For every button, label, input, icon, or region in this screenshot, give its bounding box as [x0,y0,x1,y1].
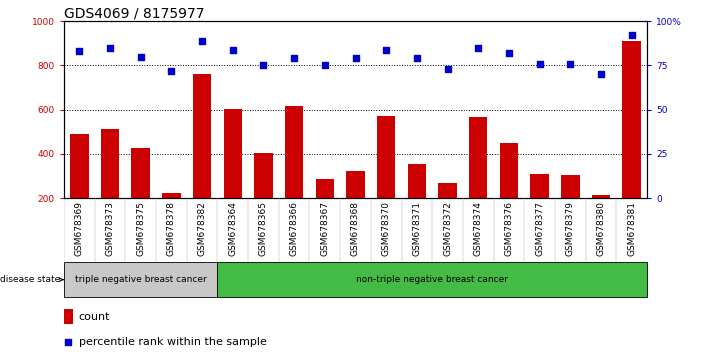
Bar [64,309,73,324]
Text: GSM678381: GSM678381 [627,201,636,256]
Bar [64,262,218,297]
Text: count: count [78,312,110,322]
Point [319,63,331,68]
Bar [70,134,89,198]
Text: GSM678376: GSM678376 [504,201,513,256]
Point [227,47,238,52]
Bar [530,174,549,198]
Text: GSM678370: GSM678370 [382,201,390,256]
Point [105,45,116,51]
Bar [218,262,647,297]
Text: GSM678378: GSM678378 [167,201,176,256]
Point [244,214,255,219]
Bar [561,175,579,198]
Text: GDS4069 / 8175977: GDS4069 / 8175977 [64,6,205,20]
Point [534,61,545,67]
Point [411,56,422,61]
Point [350,56,361,61]
Text: GSM678367: GSM678367 [321,201,329,256]
Text: GSM678368: GSM678368 [351,201,360,256]
Point [258,63,269,68]
Bar [592,195,610,198]
Point [380,47,392,52]
Text: GSM678371: GSM678371 [412,201,422,256]
Bar [255,153,272,198]
Bar [132,148,150,198]
Bar [622,41,641,198]
Bar [223,109,242,198]
Text: GSM678369: GSM678369 [75,201,84,256]
Text: GSM678365: GSM678365 [259,201,268,256]
Point [289,56,300,61]
Text: disease state: disease state [0,275,63,284]
Bar [377,116,395,198]
Bar [101,129,119,198]
Text: non-triple negative breast cancer: non-triple negative breast cancer [356,275,508,284]
Text: GSM678382: GSM678382 [198,201,207,256]
Point [473,45,484,51]
Text: GSM678380: GSM678380 [597,201,606,256]
Text: percentile rank within the sample: percentile rank within the sample [78,337,267,347]
Bar [500,143,518,198]
Text: GSM678377: GSM678377 [535,201,544,256]
Bar [193,74,211,198]
Text: GSM678374: GSM678374 [474,201,483,256]
Text: triple negative breast cancer: triple negative breast cancer [75,275,207,284]
Point [626,33,637,38]
Bar [285,107,304,198]
Point [166,68,177,74]
Text: GSM678366: GSM678366 [289,201,299,256]
Bar [162,193,181,198]
Bar [439,183,456,198]
Point [442,66,453,72]
Point [503,50,515,56]
Point [565,61,576,67]
Bar [346,171,365,198]
Point [595,72,606,77]
Bar [316,179,334,198]
Text: GSM678372: GSM678372 [443,201,452,256]
Bar [469,118,488,198]
Point [196,38,208,44]
Text: GSM678379: GSM678379 [566,201,574,256]
Point [74,48,85,54]
Text: GSM678373: GSM678373 [105,201,114,256]
Point [135,54,146,59]
Bar [407,164,426,198]
Text: GSM678375: GSM678375 [137,201,145,256]
Text: GSM678364: GSM678364 [228,201,237,256]
